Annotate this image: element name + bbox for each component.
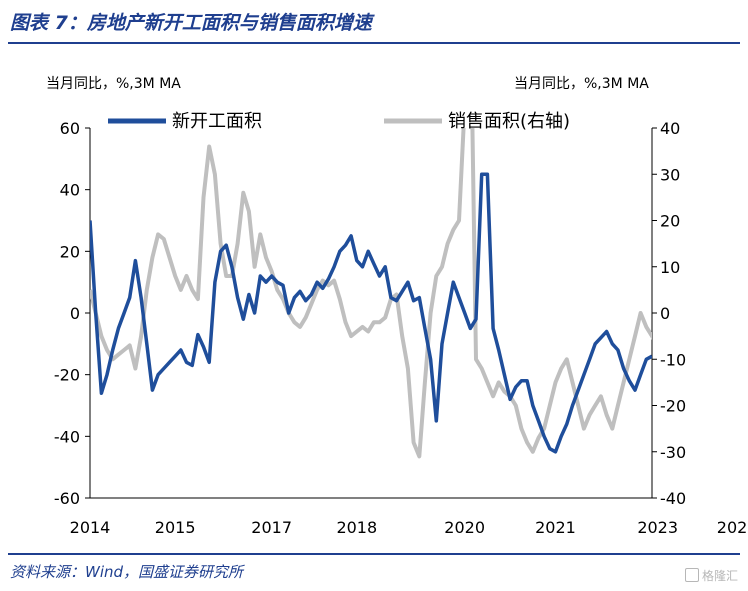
source-note: 资料来源：Wind，国盛证券研究所 — [10, 563, 244, 581]
right-y-tick-label: -40 — [660, 489, 686, 508]
right-y-tick-label: -30 — [660, 443, 686, 462]
left-y-tick-label: -20 — [54, 366, 80, 385]
right-y-tick-label: 0 — [660, 304, 670, 323]
right-y-tick-label: 40 — [660, 119, 680, 138]
x-tick-label: 2021 — [535, 518, 576, 537]
x-tick-label: 2024 — [717, 518, 748, 537]
x-tick-label: 2018 — [336, 518, 377, 537]
right-y-tick-label: -20 — [660, 397, 686, 416]
left-y-tick-label: -60 — [54, 489, 80, 508]
footer-rule — [8, 553, 740, 555]
right-y-tick-label: -10 — [660, 350, 686, 369]
right-y-tick-label: 20 — [660, 212, 680, 231]
x-tick-label: 2014 — [70, 518, 111, 537]
title-rule — [8, 42, 740, 44]
left-y-tick-label: 20 — [60, 242, 80, 261]
series-line-new-starts — [90, 172, 652, 454]
left-y-tick-label: 40 — [60, 181, 80, 200]
right-y-tick-label: 10 — [660, 258, 680, 277]
right-y-tick-label: 30 — [660, 165, 680, 184]
legend-label-sales: 销售面积(右轴) — [448, 111, 570, 132]
left-y-tick-label: -40 — [54, 427, 80, 446]
legend-label-new-starts: 新开工面积 — [172, 111, 262, 132]
x-tick-label: 2020 — [444, 518, 485, 537]
watermark-icon — [684, 568, 699, 582]
left-y-tick-label: 0 — [70, 304, 80, 323]
series-line-sales — [90, 128, 652, 459]
watermark: 格隆汇 — [684, 567, 738, 584]
right-axis-unit: 当月同比，%,3M MA — [514, 76, 649, 92]
series-group — [90, 128, 652, 459]
x-tick-label: 2017 — [251, 518, 292, 537]
left-y-tick-label: 60 — [60, 119, 80, 138]
watermark-text: 格隆汇 — [701, 569, 738, 583]
x-tick-label: 2015 — [155, 518, 196, 537]
x-tick-label: 2023 — [637, 518, 678, 537]
left-axis-unit: 当月同比，%,3M MA — [46, 76, 181, 92]
chart-title: 图表 7：房地产新开工面积与销售面积增速 — [10, 12, 372, 34]
